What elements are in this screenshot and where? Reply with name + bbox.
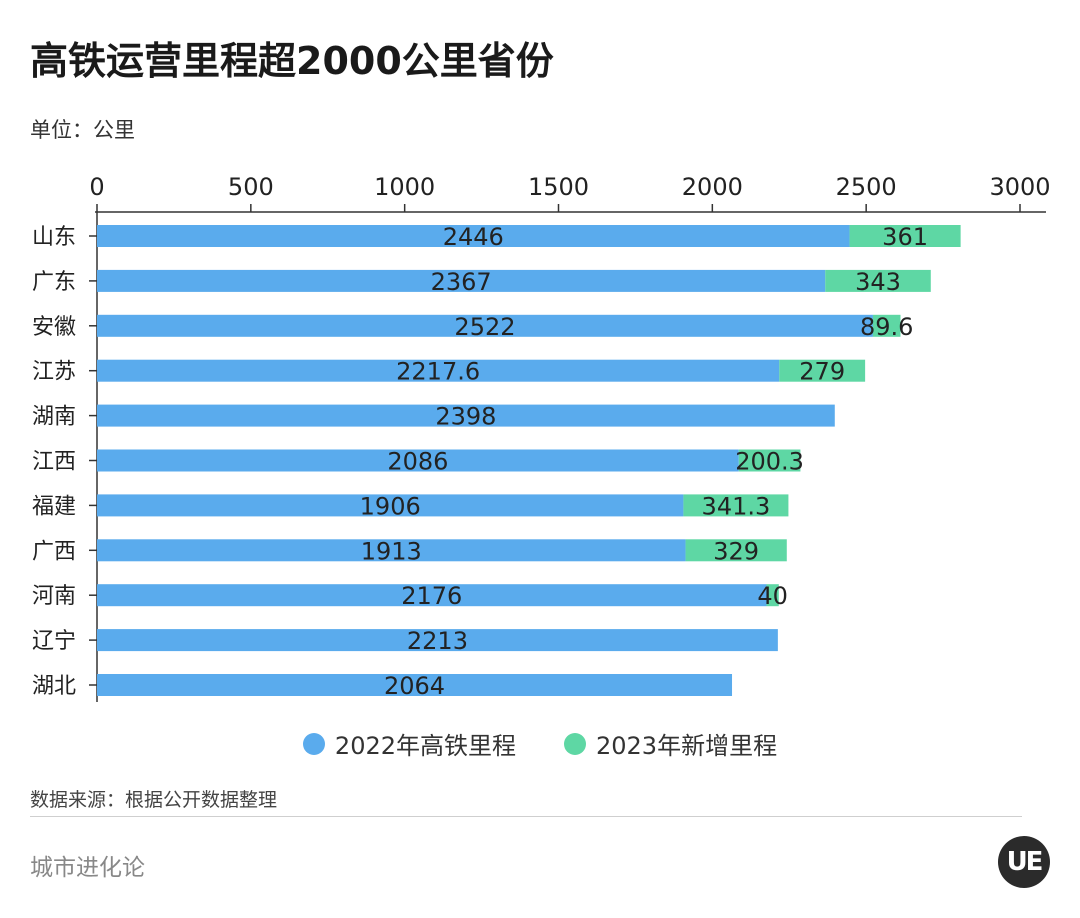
legend-label-2022: 2022年高铁里程 <box>334 732 516 760</box>
source-note: 数据来源：根据公开数据整理 <box>30 789 278 811</box>
x-tick-label: 0 <box>89 173 104 201</box>
x-tick-label: 2000 <box>682 173 743 201</box>
bar-2023 <box>766 584 779 607</box>
bar-2023 <box>872 314 901 337</box>
x-tick-label: 2500 <box>836 173 897 201</box>
data-label-2023: 40 <box>757 582 788 610</box>
bar-2022 <box>97 449 739 472</box>
x-tick-label: 500 <box>228 173 274 201</box>
data-label-2022: 2086 <box>387 448 448 476</box>
unit-label: 单位：公里 <box>30 118 135 142</box>
legend-swatch-2023 <box>564 732 586 755</box>
bar-2023 <box>849 225 961 247</box>
data-label-2023: 279 <box>799 358 845 386</box>
bar-2022 <box>97 359 780 382</box>
category-label: 江苏 <box>32 360 76 385</box>
category-label: 江西 <box>32 450 76 475</box>
legend: 2022年高铁里程 2023年新增里程 <box>0 726 1080 761</box>
data-label-2022: 1906 <box>360 492 421 520</box>
legend-label-2023: 2023年新增里程 <box>596 732 778 760</box>
x-tick-label: 1000 <box>374 173 435 201</box>
x-tick-label: 1500 <box>528 173 589 201</box>
category-label: 广西 <box>32 539 76 564</box>
bar-2022 <box>97 539 686 562</box>
bar-2022 <box>97 269 826 292</box>
data-label-2023: 343 <box>855 268 901 296</box>
legend-item-2022: 2022年高铁里程 <box>302 726 516 761</box>
data-label-2022: 2217.6 <box>396 358 480 386</box>
data-label-2022: 2176 <box>401 582 462 610</box>
footer-divider <box>30 816 1022 817</box>
data-label-2022: 2398 <box>435 403 496 431</box>
category-label: 湖南 <box>32 405 76 430</box>
bar-2023 <box>685 539 787 562</box>
bar-2023 <box>738 449 801 472</box>
bar-2022 <box>97 674 733 696</box>
category-label: 福建 <box>32 494 76 519</box>
legend-swatch-2022 <box>302 732 325 755</box>
x-tick-label: 3000 <box>989 173 1050 201</box>
data-label-2022: 2446 <box>443 223 504 251</box>
data-label-2023: 361 <box>882 223 928 251</box>
data-label-2022: 2064 <box>384 672 445 700</box>
data-label-2023: 200.3 <box>735 448 804 476</box>
legend-item-2023: 2023年新增里程 <box>564 726 777 761</box>
bar-2023 <box>779 359 866 382</box>
bar-2022 <box>97 629 778 652</box>
category-label: 辽宁 <box>32 629 76 654</box>
category-label: 湖北 <box>32 674 76 699</box>
data-label-2023: 341.3 <box>702 492 771 520</box>
bar-2022 <box>97 404 835 427</box>
bar-2023 <box>825 269 931 292</box>
bar-2022 <box>97 314 873 337</box>
data-label-2023: 89.6 <box>860 313 913 341</box>
bar-2022 <box>97 494 684 517</box>
brand-logo: UE <box>998 836 1050 888</box>
data-label-2022: 1913 <box>361 537 422 565</box>
data-label-2022: 2522 <box>454 313 515 341</box>
category-label: 河南 <box>32 584 76 609</box>
data-label-2023: 329 <box>713 537 759 565</box>
data-label-2022: 2367 <box>431 268 492 296</box>
category-label: 安徽 <box>32 315 76 340</box>
category-label: 山东 <box>32 225 76 250</box>
bar-2022 <box>97 584 767 607</box>
brand-name: 城市进化论 <box>30 855 145 881</box>
category-label: 广东 <box>32 270 76 295</box>
bar-2023 <box>683 494 789 517</box>
bar-chart: 0 500 1000 1500 2000 2500 3000 山东 2446 361 广东 2367 3… <box>32 173 1051 702</box>
chart-title: 高铁运营里程超2000公里省份 <box>30 39 554 83</box>
data-label-2022: 2213 <box>407 627 468 655</box>
bar-2022 <box>97 225 850 247</box>
